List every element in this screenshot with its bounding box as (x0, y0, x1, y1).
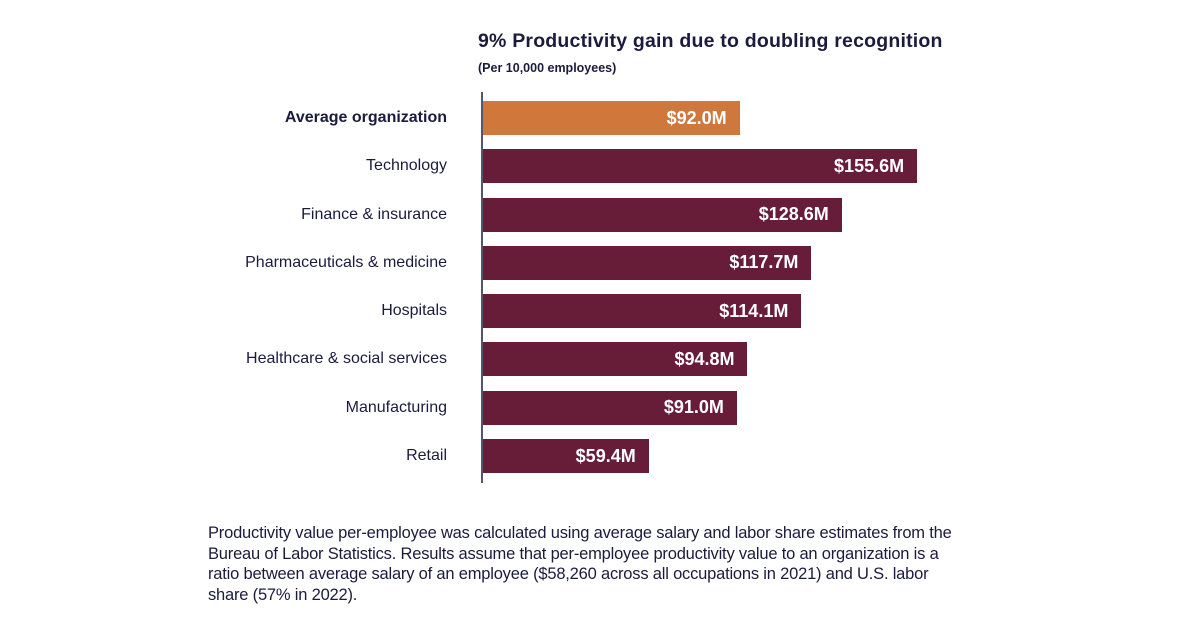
bar-pharmaceuticals-medicine: $117.7M (483, 245, 812, 280)
category-label: Finance & insurance (301, 205, 447, 223)
chart-subtitle: (Per 10,000 employees) (478, 61, 617, 75)
bar-row-average-organization: Average organization $92.0M (0, 101, 1200, 135)
bar-value-label: $155.6M (834, 155, 905, 176)
bar-retail: $59.4M (483, 439, 649, 474)
bar-value-label: $91.0M (663, 397, 724, 418)
y-axis-line (481, 92, 483, 483)
category-label: Technology (366, 157, 447, 175)
bar-hospitals: $114.1M (483, 294, 802, 329)
bar-row-manufacturing: Manufacturing $91.0M (0, 390, 1200, 425)
bar-chart: Average organization $92.0M Technology $… (0, 92, 1200, 492)
category-label: Hospitals (381, 302, 447, 320)
bar-value-label: $128.6M (758, 204, 829, 225)
bar-rows: Average organization $92.0M Technology $… (0, 101, 1200, 487)
bar-row-retail: Retail $59.4M (0, 439, 1200, 474)
bar-row-pharmaceuticals-medicine: Pharmaceuticals & medicine $117.7M (0, 245, 1200, 280)
bar-value-label: $117.7M (729, 252, 799, 273)
category-label: Retail (406, 447, 447, 465)
category-label: Manufacturing (345, 398, 447, 416)
chart-title: 9% Productivity gain due to doubling rec… (478, 30, 943, 52)
category-label: Healthcare & social services (246, 350, 447, 368)
bar-technology: $155.6M (483, 149, 918, 184)
title-block: 9% Productivity gain due to doubling rec… (478, 30, 943, 75)
bar-row-finance-insurance: Finance & insurance $128.6M (0, 197, 1200, 232)
bar-average-organization: $92.0M (483, 101, 740, 135)
bar-row-technology: Technology $155.6M (0, 149, 1200, 184)
bar-value-label: $59.4M (575, 445, 636, 466)
bar-value-label: $94.8M (674, 348, 735, 369)
category-label: Pharmaceuticals & medicine (245, 253, 447, 271)
footnote-text: Productivity value per-employee was calc… (208, 524, 952, 604)
bar-row-hospitals: Hospitals $114.1M (0, 294, 1200, 329)
category-label: Average organization (284, 109, 447, 126)
bar-healthcare-social-services: $94.8M (483, 342, 748, 377)
bar-manufacturing: $91.0M (483, 390, 737, 425)
bar-finance-insurance: $128.6M (483, 197, 842, 232)
bar-value-label: $92.0M (666, 107, 727, 128)
bar-row-healthcare-social-services: Healthcare & social services $94.8M (0, 342, 1200, 377)
bar-value-label: $114.1M (719, 300, 789, 321)
